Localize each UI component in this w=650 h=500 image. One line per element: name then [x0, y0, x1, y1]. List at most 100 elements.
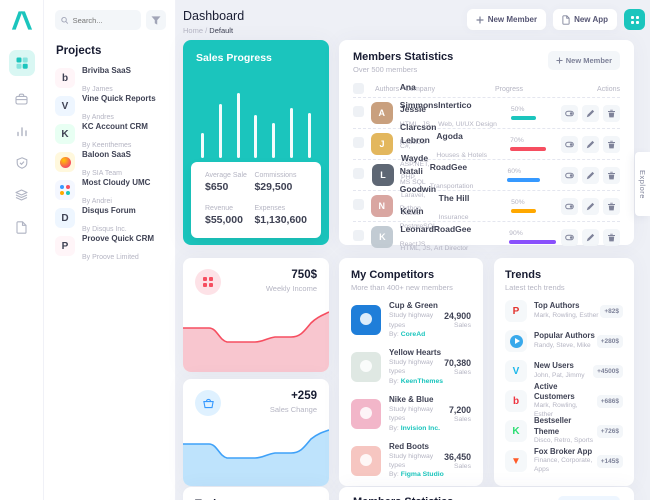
delete-button[interactable]: [603, 166, 620, 184]
new-app-button[interactable]: New App: [553, 9, 617, 30]
pencil-icon: [586, 171, 595, 179]
row-checkbox[interactable]: [353, 199, 364, 210]
switch-button[interactable]: [561, 228, 578, 246]
members-title: Members Statistics: [353, 51, 454, 63]
competitor-item[interactable]: Red Boots Study highway types By: Figma …: [351, 442, 471, 480]
project-name: KC Account CRM: [82, 122, 148, 131]
members-statistics-card-partial: Members Statistics New Member: [339, 487, 634, 500]
delete-button[interactable]: [603, 135, 620, 153]
project-owner: By James: [82, 86, 113, 93]
switch-button[interactable]: [561, 197, 578, 215]
rail-item-statistics[interactable]: [11, 122, 33, 140]
search-field[interactable]: [72, 15, 135, 25]
sales-progress-title: Sales Progress: [196, 52, 272, 64]
filter-button[interactable]: [146, 10, 166, 30]
edit-button[interactable]: [582, 197, 599, 215]
avatar: K: [371, 226, 394, 248]
project-item[interactable]: Most Cloudy UMC By Andrei: [55, 178, 166, 205]
competitor-author-link[interactable]: KeenThemes: [400, 377, 444, 385]
delete-button[interactable]: [603, 104, 620, 122]
project-name: Briviba SaaS: [82, 66, 131, 75]
row-checkbox[interactable]: [353, 230, 364, 241]
kickstarter-icon: K: [505, 420, 527, 442]
trend-item[interactable]: K Bestseller Theme Disco, Retro, Sports +…: [505, 416, 623, 444]
row-checkbox[interactable]: [353, 168, 364, 179]
competitor-author-link[interactable]: Invision Inc.: [400, 424, 440, 432]
sales-change-area-chart: [183, 429, 329, 486]
kebab-menu-icon[interactable]: [459, 269, 471, 281]
author-name[interactable]: Kevin Leonard: [400, 206, 434, 234]
delete-button[interactable]: [603, 197, 620, 215]
project-item[interactable]: D Disqus Forum By Disqus Inc.: [55, 206, 166, 233]
trash-icon: [608, 109, 615, 117]
pencil-icon: [586, 233, 595, 241]
breadcrumb-home[interactable]: Home: [183, 26, 204, 35]
sales-progress-card: Sales Progress Average Sale $650 Commissi…: [183, 40, 329, 245]
project-item[interactable]: b Briviba SaaS By James: [55, 66, 166, 93]
project-item[interactable]: P Proove Quick CRM By Proove Limited: [55, 234, 166, 261]
sales-change-card: +259 Sales Change: [183, 379, 329, 486]
breadcrumb-current: Default: [209, 26, 234, 35]
edit-button[interactable]: [582, 104, 599, 122]
competitors-title: My Competitors: [351, 269, 435, 281]
company-name: Intertico: [438, 100, 472, 110]
select-all-checkbox[interactable]: [353, 83, 364, 94]
edit-button[interactable]: [582, 166, 599, 184]
explore-tab[interactable]: Explore: [635, 152, 650, 216]
competitor-item[interactable]: Nike & Blue Study highway types By: Invi…: [351, 395, 471, 433]
shield-check-icon: [16, 157, 27, 169]
trend-item[interactable]: Popular Authors Randy, Steve, Mike +280$: [505, 330, 623, 352]
project-item[interactable]: Baloon SaaS By SIA Team: [55, 150, 166, 177]
rail-item-layers[interactable]: [11, 186, 33, 204]
vimeo-icon: V: [55, 96, 75, 116]
row-checkbox[interactable]: [353, 106, 364, 117]
delete-button[interactable]: [603, 228, 620, 246]
members-title: Members Statistics: [353, 496, 453, 500]
switch-button[interactable]: [561, 166, 578, 184]
project-item[interactable]: V Vine Quick Reports By Andres: [55, 94, 166, 121]
trend-item[interactable]: ▼ Fox Broker App Finance, Corporate, Apps…: [505, 447, 623, 473]
edit-button[interactable]: [582, 228, 599, 246]
competitor-item[interactable]: Cup & Green Study highway types By: Core…: [351, 301, 471, 339]
project-item[interactable]: K KC Account CRM By Keenthemes: [55, 122, 166, 149]
competitor-author-link[interactable]: Figma Studio: [400, 471, 444, 479]
trend-name: Active Customers: [534, 381, 575, 402]
new-member-button[interactable]: New Member: [466, 9, 547, 30]
trend-item[interactable]: V New Users John, Pat, Jimmy +4500$: [505, 360, 623, 382]
author-name[interactable]: Ana Simmons: [399, 82, 439, 110]
trend-item[interactable]: b Active Customers Mark, Rowling, Esther …: [505, 382, 623, 418]
switch-button[interactable]: [561, 104, 578, 122]
search-icon: [61, 16, 69, 24]
trend-item[interactable]: P Top Authors Mark, Rowling, Esther +82$: [505, 300, 623, 322]
author-name[interactable]: Jessie Clarcson: [400, 104, 437, 132]
trends-card: Trends Latest tech trends P Top Authors M…: [494, 258, 634, 486]
quick-actions-button[interactable]: [624, 9, 645, 30]
beats-icon: b: [505, 390, 527, 412]
competitor-item[interactable]: Yellow Hearts Study highway types By: Ke…: [351, 348, 471, 386]
competitor-author-link[interactable]: CoreAd: [400, 330, 426, 338]
search-input[interactable]: [55, 10, 141, 30]
members-new-member-button[interactable]: New Member: [547, 51, 620, 70]
kebab-menu-icon[interactable]: [305, 52, 317, 64]
competitor-name: Cup & Green: [389, 301, 438, 310]
rail-item-dashboard[interactable]: [8, 50, 35, 76]
competitor-name: Yellow Hearts: [389, 347, 442, 357]
table-header: Authors Company Progress Actions: [353, 82, 620, 97]
row-checkbox[interactable]: [353, 137, 364, 148]
new-member-button[interactable]: New Member: [557, 496, 620, 500]
trash-icon: [608, 171, 615, 179]
plus-icon: [556, 57, 563, 64]
rail-item-documents[interactable]: [11, 218, 33, 236]
author-name[interactable]: Lebron Wayde: [400, 135, 430, 163]
members-subtitle: Over 500 members: [353, 65, 418, 74]
multicolor-dots-icon: [55, 180, 75, 200]
switch-button[interactable]: [561, 135, 578, 153]
kebab-menu-icon[interactable]: [611, 269, 623, 281]
author-name[interactable]: Natali Goodwin: [399, 166, 437, 194]
balloon-icon: [55, 152, 75, 172]
edit-button[interactable]: [582, 135, 599, 153]
projects-panel: Projects b Briviba SaaS By James V Vine Q…: [44, 0, 176, 500]
rail-item-projects[interactable]: [11, 90, 33, 108]
rail-item-tasks[interactable]: [11, 154, 33, 172]
